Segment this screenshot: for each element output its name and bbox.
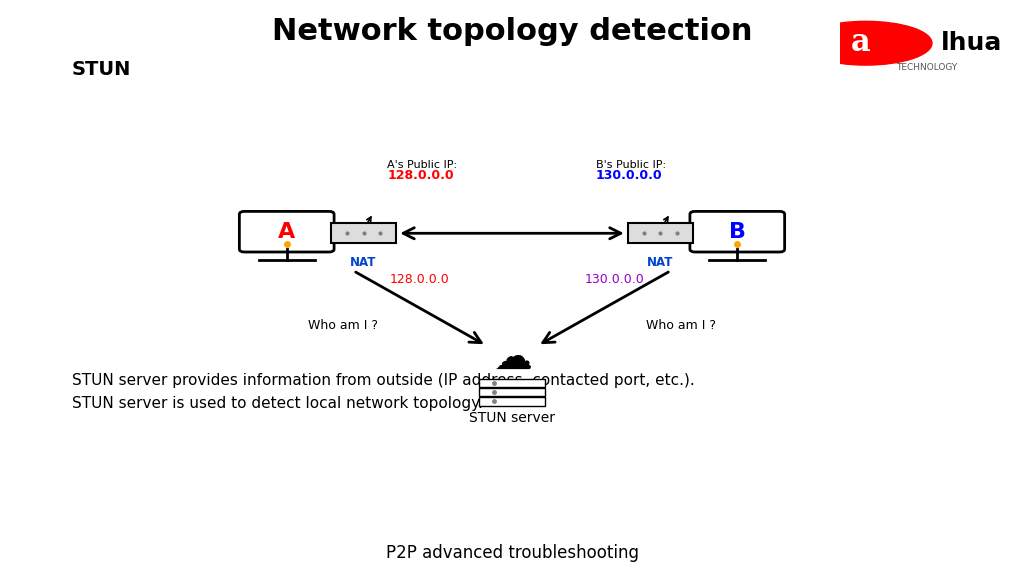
Text: 128.0.0.0: 128.0.0.0	[387, 169, 454, 182]
FancyBboxPatch shape	[240, 211, 334, 252]
FancyBboxPatch shape	[331, 223, 396, 244]
Text: Who am I ?: Who am I ?	[646, 319, 716, 332]
Bar	[479, 397, 545, 406]
Text: Network topology detection: Network topology detection	[271, 17, 753, 46]
Text: Who am I ?: Who am I ?	[308, 319, 378, 332]
Text: NAT: NAT	[350, 256, 377, 269]
Text: STUN server: STUN server	[469, 411, 555, 425]
Text: lhua: lhua	[941, 31, 1002, 55]
Text: B's Public IP:: B's Public IP:	[596, 160, 666, 170]
Text: A's Public IP:: A's Public IP:	[387, 160, 457, 170]
Text: STUN: STUN	[72, 60, 131, 78]
Text: a: a	[851, 26, 870, 58]
Text: A: A	[279, 222, 295, 242]
Text: 128.0.0.0: 128.0.0.0	[390, 273, 450, 286]
FancyBboxPatch shape	[690, 211, 784, 252]
FancyBboxPatch shape	[628, 223, 693, 244]
Bar	[479, 388, 545, 396]
Bar	[479, 379, 545, 387]
Text: B: B	[729, 222, 745, 242]
Text: TECHNOLOGY: TECHNOLOGY	[896, 63, 957, 73]
Text: 130.0.0.0: 130.0.0.0	[585, 273, 644, 286]
Circle shape	[800, 21, 932, 65]
Text: STUN server is used to detect local network topology.: STUN server is used to detect local netw…	[72, 396, 482, 411]
Text: 130.0.0.0: 130.0.0.0	[596, 169, 663, 182]
Text: P2P advanced troubleshooting: P2P advanced troubleshooting	[385, 544, 639, 562]
Text: ☁: ☁	[493, 339, 531, 377]
Text: NAT: NAT	[647, 256, 674, 269]
Text: STUN server provides information from outside (IP address, contacted port, etc.): STUN server provides information from ou…	[72, 373, 694, 388]
